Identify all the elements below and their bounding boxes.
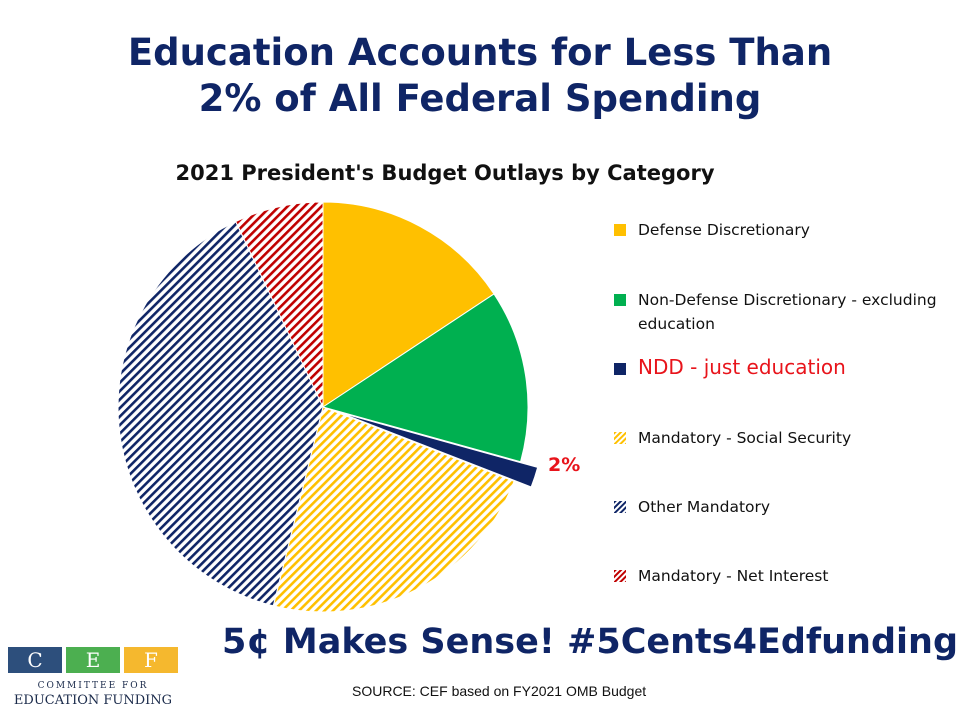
legend-label: Mandatory - Net Interest [638,567,829,585]
logo-line-2: EDUCATION FUNDING [13,693,173,708]
legend-swatch [614,363,626,375]
legend-swatch [614,432,626,444]
source-note: SOURCE: CEF based on FY2021 OMB Budget [352,683,647,699]
legend-label: Mandatory - Social Security [638,429,852,447]
logo-letter-f: F [124,647,178,673]
pie-slice-2 [339,412,539,488]
legend-label: Other Mandatory [638,498,771,516]
pie-slice-0 [322,201,495,408]
legend-swatch [614,501,626,513]
legend-swatch [614,570,626,582]
education-share-callout: 2% [548,454,581,476]
legend-label: Non-Defense Discretionary - excluding ed… [638,291,937,333]
legend-swatch [614,224,626,236]
logo-letter-c: C [8,647,62,673]
logo-letter-e: E [66,647,120,673]
pie-slice-3 [272,406,515,613]
logo-line-1: COMMITTEE FOR [37,681,149,691]
pie-slice-5 [235,201,324,408]
title-line-2: 2% of All Federal Spending [198,77,762,120]
legend-label: Defense Discretionary [638,221,810,239]
chart-title: 2021 President's Budget Outlays by Categ… [175,161,715,185]
pie-slice-4 [117,220,324,607]
logo-letter-boxes: C E F [8,647,178,673]
cef-logo: C E F COMMITTEE FOR EDUCATION FUNDING [8,647,178,713]
legend-label: NDD - just education [638,355,846,379]
title-line-1: Education Accounts for Less Than [127,31,833,74]
pie-slice-1 [321,293,529,463]
slogan: 5¢ Makes Sense! #5Cents4Edfunding [222,622,958,662]
legend-swatch [614,294,626,306]
page-title: Education Accounts for Less Than 2% of A… [0,30,960,122]
